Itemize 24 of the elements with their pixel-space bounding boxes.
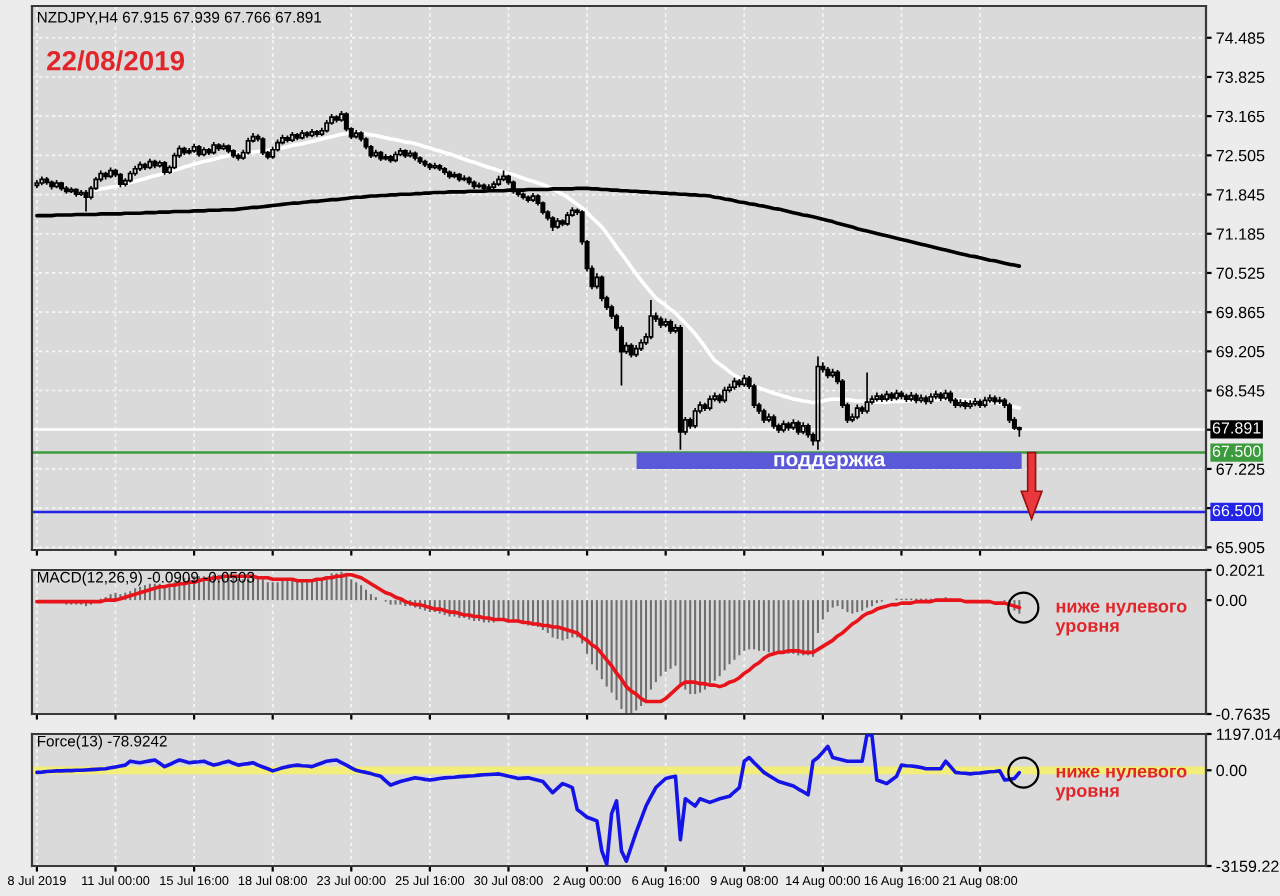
y-tick-label: 67.225 bbox=[1216, 463, 1265, 475]
annotation: 22/08/2019 bbox=[47, 50, 185, 71]
y-tick-label: 71.845 bbox=[1216, 189, 1265, 201]
y-tick-label: 65.905 bbox=[1216, 541, 1265, 554]
y-tick-label: 72.505 bbox=[1216, 149, 1265, 162]
y-tick-label: 68.545 bbox=[1216, 385, 1265, 397]
ref-line-label: 66.500 bbox=[1212, 504, 1261, 517]
ref-line-label: 67.500 bbox=[1212, 445, 1261, 457]
y-tick-label: 73.825 bbox=[1216, 71, 1265, 83]
y-tick-label: 0.2021 bbox=[1216, 564, 1265, 576]
y-tick-label: 0.00 bbox=[1216, 764, 1247, 777]
y-tick-label: 69.205 bbox=[1216, 345, 1265, 358]
text: ниже нулевого уровня bbox=[1055, 602, 1187, 636]
y-tick-label: -3159.22 bbox=[1216, 860, 1279, 872]
ref-line-label: 67.891 bbox=[1212, 422, 1261, 434]
y-tick-label: 69.865 bbox=[1216, 306, 1265, 319]
y-tick-label: 73.165 bbox=[1216, 110, 1265, 123]
y-tick-label: -0.7635 bbox=[1216, 708, 1270, 720]
y-tick-label: 71.185 bbox=[1216, 228, 1265, 240]
text: ниже нулевого уровня bbox=[1055, 767, 1187, 801]
y-tick-label: 74.485 bbox=[1216, 32, 1265, 44]
y-tick-label: 70.525 bbox=[1216, 267, 1265, 279]
band-label: поддержка bbox=[774, 454, 886, 471]
y-tick-label: 0.00 bbox=[1216, 594, 1247, 607]
